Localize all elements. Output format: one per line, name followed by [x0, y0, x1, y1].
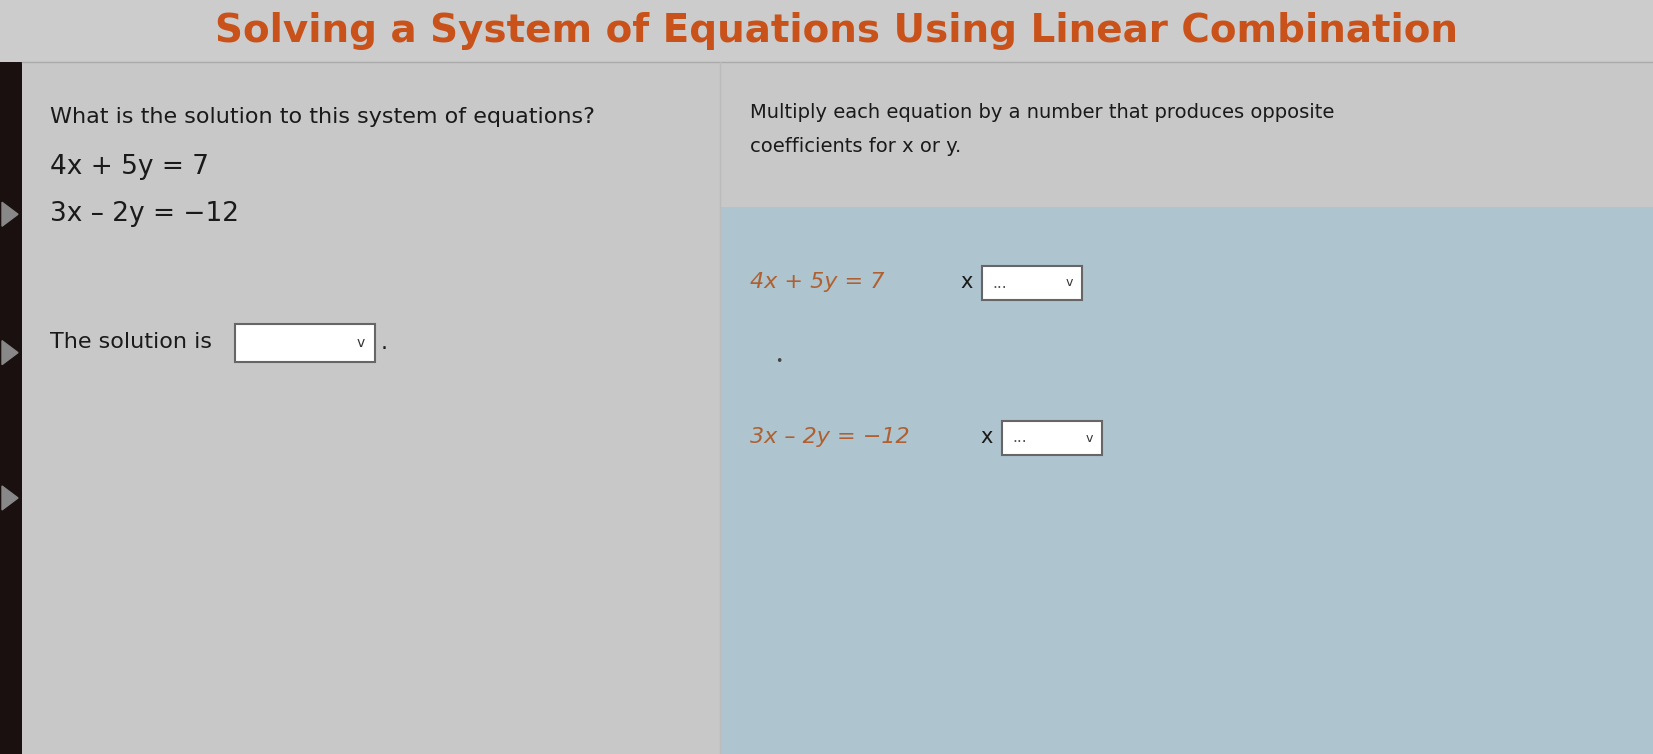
Text: .: . [380, 333, 388, 353]
Text: •: • [775, 355, 782, 369]
FancyBboxPatch shape [1002, 421, 1103, 455]
Polygon shape [2, 486, 18, 510]
Text: 4x + 5y = 7: 4x + 5y = 7 [50, 154, 208, 180]
FancyBboxPatch shape [235, 324, 375, 362]
Polygon shape [2, 341, 18, 365]
Text: v: v [1086, 431, 1093, 445]
Text: 3x – 2y = −12: 3x – 2y = −12 [750, 427, 909, 447]
FancyBboxPatch shape [0, 0, 21, 754]
FancyBboxPatch shape [0, 0, 1653, 62]
Text: The solution is: The solution is [50, 332, 212, 352]
Text: 4x + 5y = 7: 4x + 5y = 7 [750, 272, 884, 292]
Text: x: x [960, 272, 972, 292]
Text: Solving a System of Equations Using Linear Combination: Solving a System of Equations Using Line… [215, 12, 1458, 50]
Text: 3x – 2y = −12: 3x – 2y = −12 [50, 201, 240, 227]
Text: ...: ... [1012, 431, 1027, 446]
Text: x: x [980, 427, 992, 447]
FancyBboxPatch shape [721, 62, 1653, 207]
Text: Multiply each equation by a number that produces opposite: Multiply each equation by a number that … [750, 103, 1334, 121]
Text: What is the solution to this system of equations?: What is the solution to this system of e… [50, 107, 595, 127]
Text: coefficients for x or y.: coefficients for x or y. [750, 137, 962, 157]
Polygon shape [2, 202, 18, 226]
Text: v: v [1065, 277, 1073, 290]
Text: v: v [357, 336, 365, 350]
Text: ...: ... [992, 275, 1007, 290]
FancyBboxPatch shape [721, 207, 1653, 754]
FancyBboxPatch shape [982, 266, 1083, 300]
FancyBboxPatch shape [21, 62, 721, 754]
